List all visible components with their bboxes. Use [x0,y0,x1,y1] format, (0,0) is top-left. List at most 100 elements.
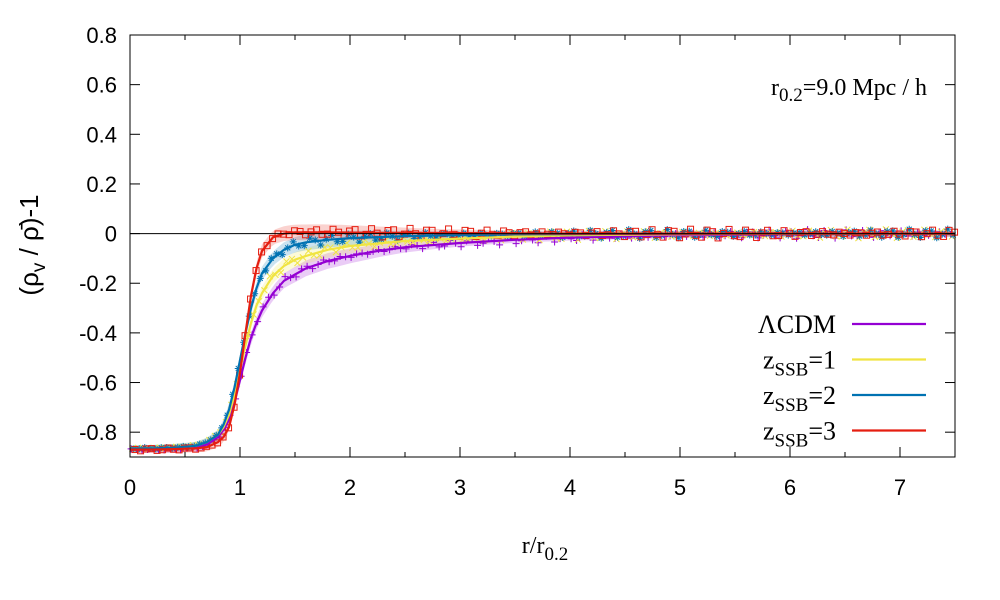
data-point [317,241,325,249]
data-point [647,227,655,235]
data-point [850,227,858,235]
data-point [674,234,682,242]
data-point [663,226,671,234]
data-point [912,228,920,236]
data-point [355,238,363,246]
annotation-base: r [771,75,779,101]
x-tick-label: 3 [454,475,466,500]
legend-label: zSSB=1 [763,346,836,381]
data-point [603,228,611,236]
data-point [691,233,699,241]
legend-label-base: z [763,346,775,375]
x-axis-label: r/r0.2 [522,533,568,565]
y-tick-label: -0.8 [79,420,117,445]
legend-label-rest: =1 [808,346,836,375]
data-point [512,240,520,248]
axis-ticks: 0.8 0.6 0.4 0.2 0 -0.2 -0.4 -0.6 -0.8 0 1 2 3 4 5 6 7 [79,23,955,500]
data-point [328,231,336,239]
data-point [294,259,301,267]
y-tick-label: 0 [105,222,117,247]
data-point [289,238,297,246]
data-point [795,228,803,236]
data-point [262,267,270,275]
data-point [944,225,952,233]
data-point [861,231,869,239]
data-point [496,241,504,249]
data-point [905,225,913,233]
legend-label-sub: SSB [775,431,809,452]
data-point [608,227,616,235]
legend-label-base: z [763,381,775,410]
data-point [916,234,924,242]
x-axis-label-base: r/r [522,533,545,559]
data-point [812,228,820,236]
data-point [372,236,380,244]
data-point [933,234,941,242]
y-axis-label-sub: v [29,262,50,272]
data-point [361,232,369,240]
data-point [636,234,644,242]
data-point [793,234,801,242]
data-point [300,242,308,250]
data-point [740,227,748,235]
data-point [625,226,633,234]
x-tick-label: 1 [234,475,246,500]
data-point [889,227,897,235]
data-point [278,251,286,259]
data-point [487,232,495,240]
x-axis-label-sub: 0.2 [544,544,568,565]
data-point [702,226,710,234]
y-axis-label-rest: / ρ̄)-1 [14,194,44,262]
y-tick-label: 0.6 [86,73,117,98]
legend-label-sub: SSB [775,395,809,416]
data-point [416,233,424,241]
y-tick-label: -0.2 [79,271,117,296]
data-point [339,237,347,245]
data-point [333,238,341,246]
data-point [324,230,332,238]
data-point [823,231,831,239]
annotation-rest: =9.0 Mpc / h [803,75,927,101]
data-point [410,235,418,243]
x-tick-label: 4 [564,475,576,500]
x-tick-label: 7 [894,475,906,500]
x-tick-label: 5 [674,475,686,500]
data-point [285,231,293,239]
y-tick-label: 0.4 [86,122,117,147]
data-point [399,231,407,239]
annotation-label: r0.2=9.0 Mpc / h [771,75,927,106]
data-point [273,250,281,258]
data-point [305,247,312,255]
data-point [687,225,695,233]
data-point [718,227,726,235]
data-point [377,235,385,243]
data-point [725,225,733,233]
data-point [432,234,440,242]
x-tick-label: 0 [124,475,136,500]
data-point [332,248,340,256]
series-curves [130,231,955,451]
data-point [680,227,688,235]
legend-label-rest: =2 [808,381,836,410]
data-point [757,228,765,236]
data-point [269,235,277,243]
data-point [457,243,465,251]
data-point [263,242,271,250]
y-axis-label: (ρv / ρ̄)-1 [14,194,50,295]
data-point [306,234,314,242]
legend-label-base: ΛCDM [758,310,836,339]
y-tick-label: -0.4 [79,321,117,346]
y-axis-label-open: (ρ [14,272,44,295]
y-tick-label: -0.6 [79,371,117,396]
legend-label-rest: =3 [808,417,836,446]
data-point [295,242,303,250]
annotation-sub: 0.2 [779,85,803,106]
legend-label: ΛCDM [758,310,836,339]
data-point [567,235,575,243]
y-tick-label: 0.2 [86,172,117,197]
legend-label-base: z [763,417,775,446]
data-point [570,227,578,235]
data-point [219,433,227,441]
